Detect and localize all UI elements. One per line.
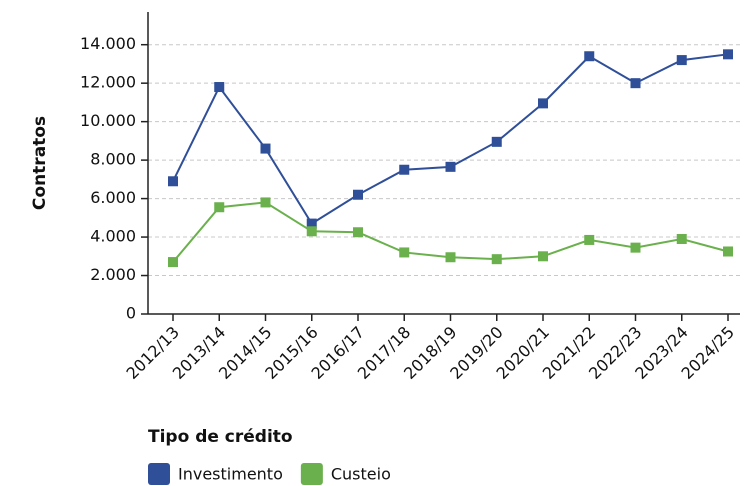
point [260,197,271,208]
point [214,202,225,213]
point [630,242,641,253]
point [306,218,317,229]
y-tick-label: 8.000 [90,150,136,169]
y-tick-label: 12.000 [80,73,136,92]
point [584,51,595,62]
point [538,251,548,262]
point [676,233,687,244]
legend-swatch [300,463,323,485]
point [260,143,271,154]
y-tick-label: 4.000 [90,227,136,246]
y-tick-label: 6.000 [90,188,136,207]
point [353,189,363,200]
point [399,164,410,175]
point [399,247,410,258]
legend-swatch [148,463,170,485]
point [630,78,641,89]
point [676,55,687,66]
point [214,82,225,93]
point [353,227,363,238]
y-tick-label: 2.000 [90,265,136,284]
point [723,246,733,257]
point [306,226,317,237]
legend-title: Tipo de crédito [148,427,293,447]
legend-label: Custeio [331,465,391,484]
point [584,234,595,245]
y-tick-label: 0 [126,304,136,323]
point [168,257,178,268]
y-tick-label: 10.000 [80,111,136,130]
point [445,161,456,172]
point [445,252,456,263]
point [723,49,733,60]
point [491,136,502,147]
legend-label: Investimento [178,465,283,484]
y-axis-label: Contratos [30,116,50,210]
y-tick-label: 14.000 [80,34,136,53]
point [538,98,548,109]
point [491,254,502,265]
point [168,176,178,187]
